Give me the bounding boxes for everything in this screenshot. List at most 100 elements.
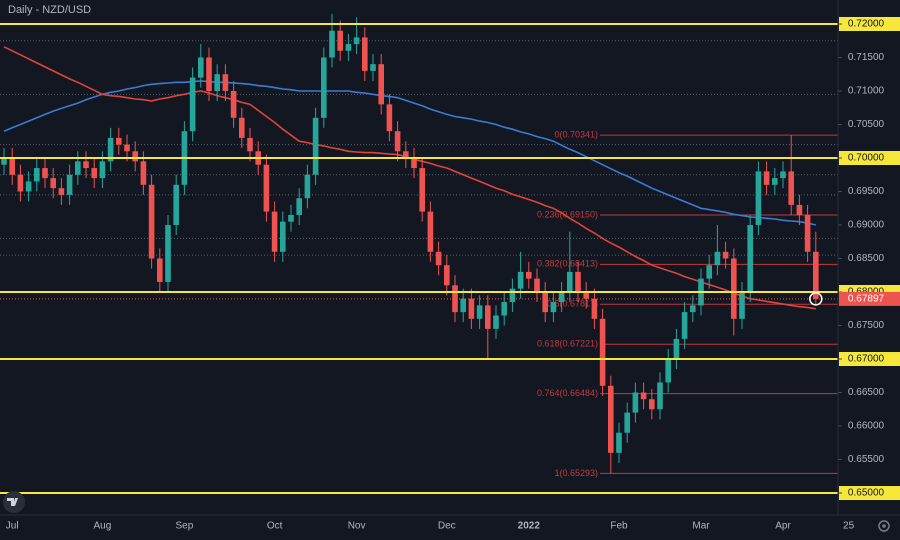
fib-label: 0.764(0.66484) <box>537 388 598 398</box>
candle-body <box>731 258 737 319</box>
candle-body <box>345 44 352 51</box>
candle-body <box>42 168 48 179</box>
candle-body <box>370 64 376 71</box>
candle-body <box>427 211 434 252</box>
y-tick-label: 0.67000 <box>848 354 885 365</box>
candle-body <box>173 184 179 226</box>
candle-body <box>263 164 270 212</box>
candle-body <box>222 74 229 91</box>
candle-body <box>796 204 803 215</box>
candle-body <box>517 271 524 289</box>
candle-body <box>304 174 311 199</box>
candle-body <box>386 104 393 132</box>
highlight-circle <box>809 292 823 306</box>
candle-body <box>509 288 516 303</box>
candle-body <box>722 251 729 259</box>
x-tick-label: Dec <box>438 521 456 532</box>
candle-body <box>608 385 614 453</box>
candle-body <box>640 392 647 400</box>
candle-body <box>271 211 278 252</box>
candle-body <box>140 161 147 185</box>
y-tick-label-bg <box>839 352 900 367</box>
candle-body <box>476 305 483 319</box>
x-tick-label: Jul <box>6 521 19 532</box>
candle-body <box>165 225 171 282</box>
y-tick-label: 0.70500 <box>848 119 885 130</box>
candle-body <box>583 292 589 299</box>
candle-body <box>312 117 319 175</box>
candle-body <box>83 161 89 169</box>
candle-body <box>34 168 40 182</box>
candle-body <box>362 37 368 71</box>
y-tick-label: 0.66000 <box>848 421 885 432</box>
candle-body <box>452 285 458 313</box>
fib-label: 1(0.65293) <box>554 468 598 478</box>
candle-body <box>550 302 557 313</box>
candle-body <box>403 151 409 158</box>
key-level-layer <box>0 22 838 495</box>
candle-body <box>198 57 204 78</box>
candle-body <box>116 137 122 145</box>
fib-layer: 0(0.70341) 0.236(0.69150) 0.382(0.68413) 0.… <box>537 130 838 478</box>
candle-body <box>468 298 475 319</box>
candle-body <box>772 178 778 185</box>
candle-body <box>99 161 106 179</box>
candle-body <box>66 174 73 195</box>
candle-body <box>124 144 130 152</box>
candle-body <box>107 137 114 162</box>
x-tick-label: Sep <box>176 521 194 532</box>
candle-body <box>419 168 425 212</box>
candle-body <box>378 64 384 105</box>
candle-body <box>288 214 294 222</box>
candle-body <box>673 338 680 360</box>
candle-body <box>460 298 466 313</box>
candle-body <box>435 251 442 266</box>
fib-label: 0.236(0.69150) <box>537 209 598 219</box>
candle-body <box>714 251 721 266</box>
y-tick-label: 0.72000 <box>848 19 885 30</box>
candle-body <box>567 271 573 293</box>
candle-body <box>558 292 565 303</box>
y-tick-label-bg <box>839 486 900 501</box>
x-tick-label: 25 <box>843 521 855 532</box>
candle-body <box>616 432 622 453</box>
candle-body <box>534 278 540 293</box>
candle-body <box>542 292 548 313</box>
x-tick-label: 2022 <box>518 521 541 532</box>
x-tick-label: Oct <box>267 521 283 532</box>
candle-body <box>485 305 491 329</box>
y-tick-label: 0.71000 <box>848 86 885 97</box>
y-tick-label: 0.69500 <box>848 186 885 197</box>
candle-body <box>501 302 507 316</box>
candle-body <box>1 157 7 165</box>
settings-icon[interactable] <box>878 520 890 532</box>
candle-body <box>575 271 581 293</box>
candle-body <box>763 171 770 185</box>
candle-body <box>591 298 598 319</box>
x-tick-label: Aug <box>94 521 112 532</box>
candle-body <box>132 151 138 162</box>
candle-body <box>526 271 532 279</box>
candle-body <box>813 251 819 299</box>
candle-body <box>337 30 343 51</box>
fib-label: 0(0.70341) <box>554 130 598 140</box>
candle-body <box>25 181 32 192</box>
chart-title: Daily - NZD/USD <box>8 4 91 16</box>
candle-body <box>214 74 220 91</box>
candle-body <box>296 198 302 215</box>
candle-body <box>189 77 196 132</box>
x-tick-label: Nov <box>348 521 366 532</box>
candle-body <box>148 184 155 259</box>
candle-body <box>632 392 639 413</box>
candle-body <box>804 214 811 252</box>
candle-body <box>444 265 450 286</box>
x-tick-label: Mar <box>692 521 710 532</box>
candle-body <box>394 131 401 152</box>
y-tick-label: 0.69000 <box>848 220 885 231</box>
candle-body <box>780 171 786 179</box>
candle-body <box>599 318 606 386</box>
x-tick-label: Feb <box>610 521 628 532</box>
moving-average <box>3 80 816 226</box>
